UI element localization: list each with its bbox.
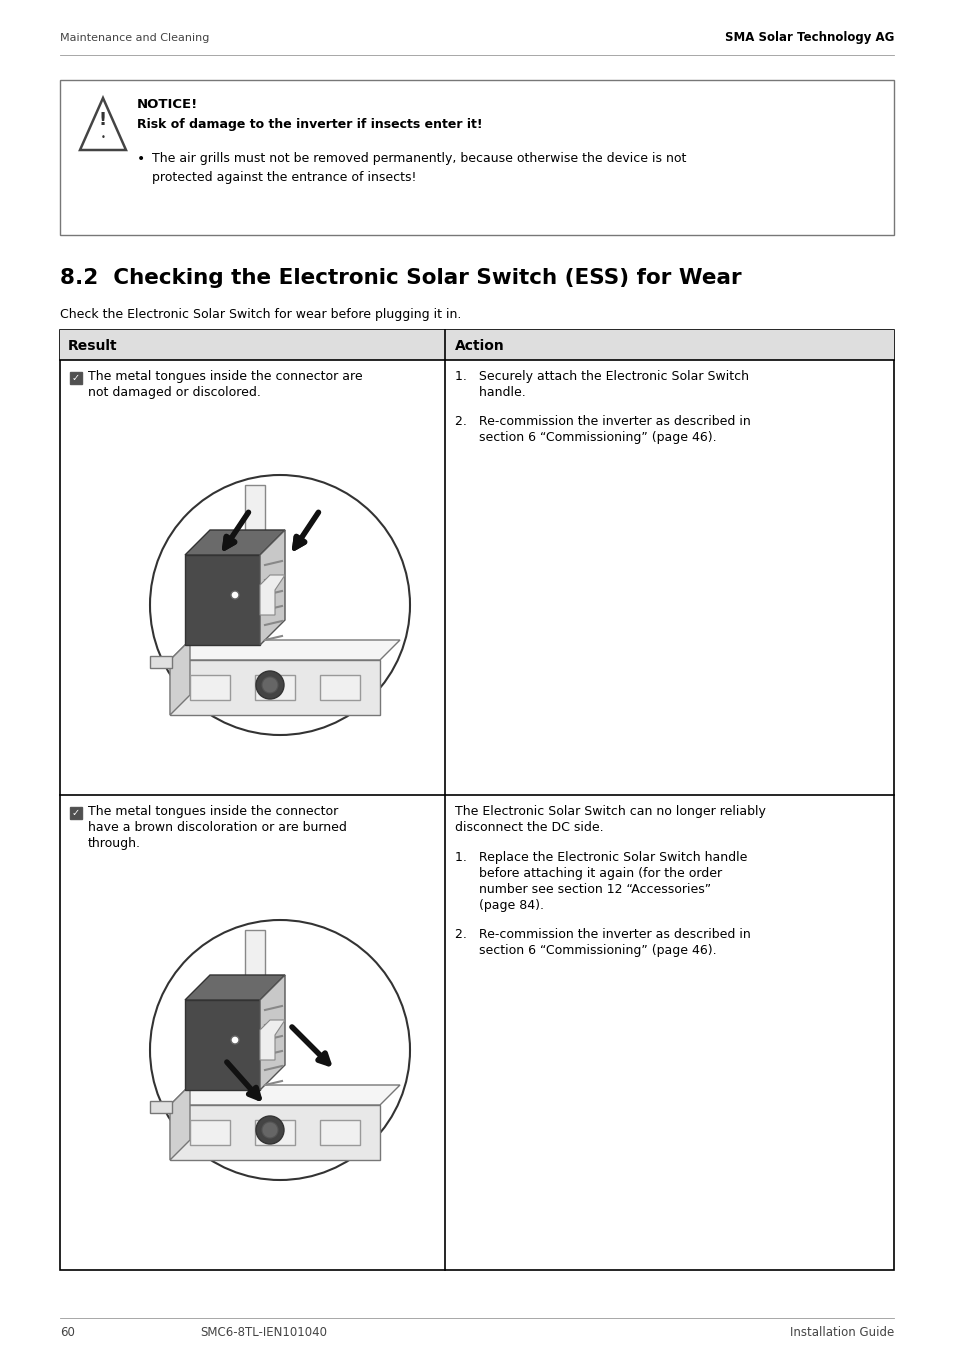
Circle shape bbox=[262, 677, 277, 694]
Text: through.: through. bbox=[88, 837, 141, 850]
Polygon shape bbox=[185, 1000, 260, 1090]
Circle shape bbox=[150, 475, 410, 735]
Text: not damaged or discolored.: not damaged or discolored. bbox=[88, 387, 260, 399]
Text: handle.: handle. bbox=[455, 387, 525, 399]
Circle shape bbox=[255, 671, 284, 699]
Text: The metal tongues inside the connector: The metal tongues inside the connector bbox=[88, 804, 338, 818]
Polygon shape bbox=[170, 639, 399, 660]
Polygon shape bbox=[150, 1101, 172, 1113]
Text: The Electronic Solar Switch can no longer reliably: The Electronic Solar Switch can no longe… bbox=[455, 804, 765, 818]
Text: section 6 “Commissioning” (page 46).: section 6 “Commissioning” (page 46). bbox=[455, 431, 716, 443]
Polygon shape bbox=[170, 1086, 399, 1105]
Polygon shape bbox=[170, 639, 190, 715]
Text: before attaching it again (for the order: before attaching it again (for the order bbox=[455, 867, 721, 880]
Text: ✓: ✓ bbox=[71, 373, 80, 383]
Polygon shape bbox=[185, 530, 285, 556]
Text: 2.   Re-commission the inverter as described in: 2. Re-commission the inverter as describ… bbox=[455, 927, 750, 941]
Text: 1.   Securely attach the Electronic Solar Switch: 1. Securely attach the Electronic Solar … bbox=[455, 370, 748, 383]
Bar bbox=[254, 1119, 294, 1145]
Text: !: ! bbox=[99, 111, 107, 128]
Polygon shape bbox=[170, 1105, 379, 1160]
Text: disconnect the DC side.: disconnect the DC side. bbox=[455, 821, 603, 834]
Polygon shape bbox=[260, 1019, 285, 1060]
Text: Result: Result bbox=[68, 339, 117, 353]
Text: have a brown discoloration or are burned: have a brown discoloration or are burned bbox=[88, 821, 347, 834]
Bar bbox=[319, 1119, 359, 1145]
Circle shape bbox=[255, 1115, 284, 1144]
Text: 2.   Re-commission the inverter as described in: 2. Re-commission the inverter as describ… bbox=[455, 415, 750, 429]
Text: number see section 12 “Accessories”: number see section 12 “Accessories” bbox=[455, 883, 710, 896]
Text: The metal tongues inside the connector are: The metal tongues inside the connector a… bbox=[88, 370, 362, 383]
Text: SMC6-8TL-IEN101040: SMC6-8TL-IEN101040 bbox=[200, 1325, 327, 1338]
Text: •: • bbox=[100, 132, 106, 142]
Bar bbox=[60, 330, 893, 360]
Circle shape bbox=[150, 919, 410, 1180]
Polygon shape bbox=[260, 575, 285, 615]
Text: Installation Guide: Installation Guide bbox=[789, 1325, 893, 1338]
Text: section 6 “Commissioning” (page 46).: section 6 “Commissioning” (page 46). bbox=[455, 944, 716, 957]
Text: 60: 60 bbox=[60, 1325, 74, 1338]
Bar bbox=[60, 80, 893, 235]
Text: 8.2  Checking the Electronic Solar Switch (ESS) for Wear: 8.2 Checking the Electronic Solar Switch… bbox=[60, 268, 740, 288]
Polygon shape bbox=[170, 1086, 190, 1160]
Text: Risk of damage to the inverter if insects enter it!: Risk of damage to the inverter if insect… bbox=[137, 118, 482, 131]
Text: Check the Electronic Solar Switch for wear before plugging it in.: Check the Electronic Solar Switch for we… bbox=[60, 308, 461, 320]
Bar bbox=[190, 675, 230, 700]
Polygon shape bbox=[260, 530, 285, 645]
Text: SMA Solar Technology AG: SMA Solar Technology AG bbox=[724, 31, 893, 45]
Polygon shape bbox=[245, 485, 265, 695]
Text: •: • bbox=[137, 151, 145, 166]
Bar bbox=[254, 675, 294, 700]
Text: NOTICE!: NOTICE! bbox=[137, 97, 198, 111]
Bar bbox=[60, 330, 893, 1270]
Polygon shape bbox=[170, 660, 379, 715]
Bar bbox=[70, 372, 82, 384]
Text: ✓: ✓ bbox=[71, 808, 80, 818]
Polygon shape bbox=[245, 930, 265, 1140]
Polygon shape bbox=[260, 975, 285, 1090]
Bar bbox=[70, 807, 82, 819]
Circle shape bbox=[231, 591, 239, 599]
Circle shape bbox=[231, 1036, 239, 1044]
Text: The air grills must not be removed permanently, because otherwise the device is : The air grills must not be removed perma… bbox=[152, 151, 685, 184]
Text: (page 84).: (page 84). bbox=[455, 899, 543, 913]
Text: 1.   Replace the Electronic Solar Switch handle: 1. Replace the Electronic Solar Switch h… bbox=[455, 850, 746, 864]
Polygon shape bbox=[150, 656, 172, 668]
Polygon shape bbox=[185, 556, 260, 645]
Text: Action: Action bbox=[455, 339, 504, 353]
Bar bbox=[319, 675, 359, 700]
Polygon shape bbox=[185, 975, 285, 1000]
Circle shape bbox=[262, 1122, 277, 1138]
Bar bbox=[190, 1119, 230, 1145]
Text: Maintenance and Cleaning: Maintenance and Cleaning bbox=[60, 32, 209, 43]
